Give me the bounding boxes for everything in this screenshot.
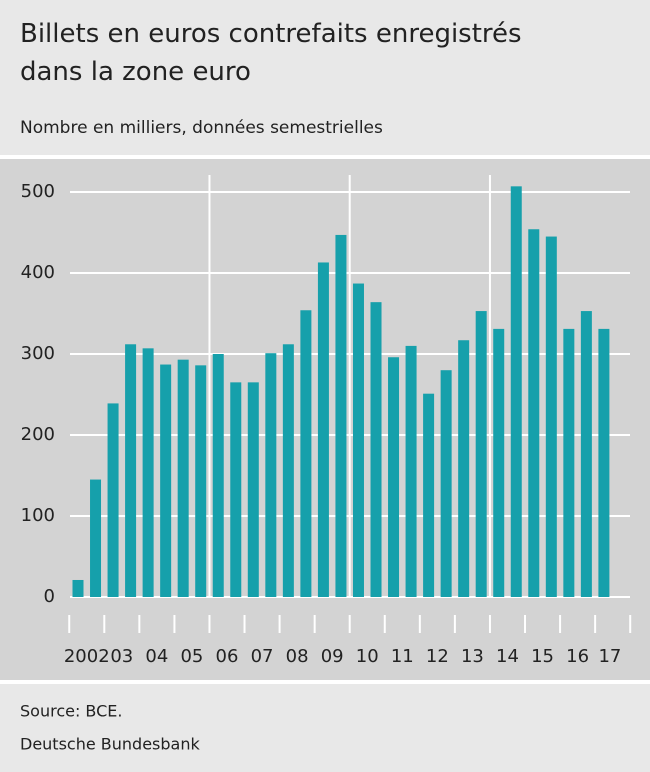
bar: [423, 393, 435, 597]
bar: [317, 262, 329, 597]
bar: [142, 348, 154, 597]
x-tick-label: 05: [180, 646, 203, 667]
bar: [528, 229, 540, 597]
bar: [370, 302, 382, 597]
x-tick-label: 08: [286, 646, 309, 667]
x-tick-label: 2002: [64, 646, 110, 667]
chart-title: Billets en euros contrefaits enregistrés…: [20, 19, 522, 87]
bar: [265, 353, 277, 597]
bar: [563, 328, 575, 597]
bar: [388, 357, 400, 597]
bar: [335, 234, 347, 597]
y-tick-label: 100: [21, 505, 55, 526]
bar: [282, 344, 294, 597]
x-tick-label: 10: [356, 646, 379, 667]
x-tick-label: 06: [216, 646, 239, 667]
bar: [107, 403, 119, 597]
x-tick-label: 12: [426, 646, 449, 667]
x-tick-label: 07: [251, 646, 274, 667]
bar: [300, 310, 312, 597]
bar: [545, 236, 557, 598]
x-tick-label: 15: [531, 646, 554, 667]
x-tick-label: 03: [110, 646, 133, 667]
bar: [405, 345, 417, 597]
bar: [195, 365, 207, 597]
bar: [177, 359, 189, 597]
bar: [212, 354, 224, 597]
bar: [125, 344, 137, 597]
y-tick-label: 400: [21, 262, 55, 283]
chart-subtitle: Nombre en milliers, données semestrielle…: [20, 118, 383, 138]
x-tick-label: 16: [566, 646, 589, 667]
publisher: Deutsche Bundesbank: [20, 735, 200, 754]
y-tick-label: 200: [21, 424, 55, 445]
x-tick-label: 09: [321, 646, 344, 667]
y-tick-label: 300: [21, 343, 55, 364]
bar: [440, 370, 452, 597]
bar: [475, 311, 487, 597]
x-tick-label: 14: [496, 646, 519, 667]
bar: [458, 340, 470, 597]
bar: [247, 382, 259, 597]
source: Source: BCE.: [20, 702, 123, 721]
bar: [230, 382, 242, 597]
bar: [493, 328, 505, 597]
bar: [510, 186, 522, 597]
x-tick-label: 17: [598, 646, 621, 667]
bar: [580, 311, 592, 597]
bar: [598, 328, 610, 597]
y-tick-label: 0: [44, 586, 55, 607]
x-tick-label: 13: [461, 646, 484, 667]
x-tick-label: 11: [391, 646, 414, 667]
bar: [352, 283, 364, 597]
bar: [160, 364, 172, 597]
bar: [72, 579, 84, 597]
y-tick-label: 500: [21, 181, 55, 202]
x-tick-label: 04: [145, 646, 168, 667]
bar: [90, 479, 102, 597]
